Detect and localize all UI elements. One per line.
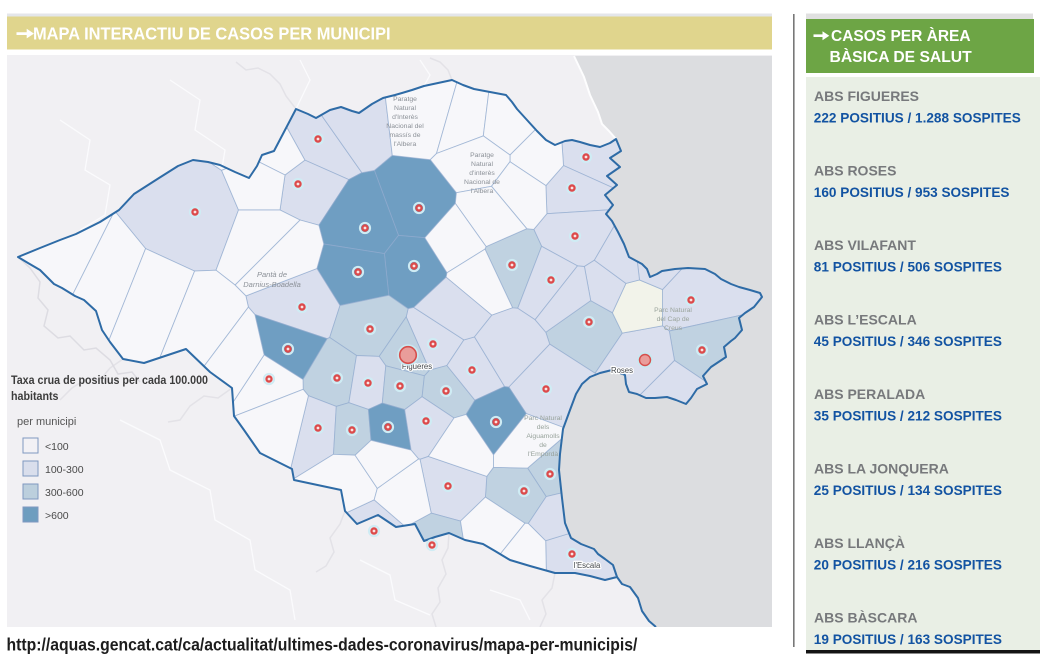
svg-text:d'Interès: d'Interès bbox=[392, 114, 418, 121]
svg-text:l'Albera: l'Albera bbox=[471, 188, 494, 195]
svg-text:Parc Natural: Parc Natural bbox=[654, 307, 692, 314]
svg-text:Pantà de: Pantà de bbox=[257, 270, 287, 279]
svg-text:<100: <100 bbox=[45, 441, 69, 453]
svg-text:ABS FIGUERES: ABS FIGUERES bbox=[814, 88, 919, 104]
svg-text:Nacional de: Nacional de bbox=[464, 179, 500, 186]
svg-text:ABS BÀSCARA: ABS BÀSCARA bbox=[814, 610, 917, 626]
svg-text:MAPA INTERACTIU DE CASOS PER M: MAPA INTERACTIU DE CASOS PER MUNICIPI bbox=[33, 23, 391, 44]
svg-text:Nacional del: Nacional del bbox=[386, 123, 424, 130]
svg-text:d'interès: d'interès bbox=[469, 170, 495, 177]
svg-text:ABS LA JONQUERA: ABS LA JONQUERA bbox=[814, 461, 949, 477]
svg-text:222 POSITIUS / 1.288 SOSPITES: 222 POSITIUS / 1.288 SOSPITES bbox=[814, 111, 1021, 126]
svg-text:Roses: Roses bbox=[611, 366, 633, 375]
svg-text:160 POSITIUS / 953 SOSPITES: 160 POSITIUS / 953 SOSPITES bbox=[814, 185, 1010, 200]
svg-text:l'Albera: l'Albera bbox=[394, 141, 417, 148]
svg-text:Paratge: Paratge bbox=[470, 152, 494, 159]
svg-text:>600: >600 bbox=[45, 510, 69, 522]
svg-text:CASOS PER ÀREA: CASOS PER ÀREA bbox=[831, 26, 971, 45]
svg-text:100-300: 100-300 bbox=[45, 464, 84, 476]
svg-text:l'Escala: l'Escala bbox=[574, 561, 601, 570]
svg-text:300-600: 300-600 bbox=[45, 487, 84, 499]
svg-text:l'Empordà: l'Empordà bbox=[528, 451, 559, 458]
svg-text:20 POSITIUS / 216 SOSPITES: 20 POSITIUS / 216 SOSPITES bbox=[814, 558, 1002, 573]
svg-text:ABS LLANÇÀ: ABS LLANÇÀ bbox=[814, 535, 905, 551]
svg-text:19 POSITIUS / 163 SOSPITES: 19 POSITIUS / 163 SOSPITES bbox=[814, 632, 1002, 647]
svg-text:81 POSITIUS / 506 SOSPITES: 81 POSITIUS / 506 SOSPITES bbox=[814, 260, 1002, 275]
svg-text:Taxa crua de positius per cada: Taxa crua de positius per cada 100.000 bbox=[11, 375, 208, 387]
svg-text:Paratge: Paratge bbox=[393, 96, 417, 103]
svg-text:del Cap de: del Cap de bbox=[657, 316, 690, 323]
svg-text:de: de bbox=[539, 442, 547, 449]
svg-text:Aiguamolls: Aiguamolls bbox=[526, 433, 560, 440]
svg-text:http://aquas.gencat.cat/ca/act: http://aquas.gencat.cat/ca/actualitat/ul… bbox=[7, 636, 638, 655]
svg-text:habitants: habitants bbox=[11, 391, 58, 403]
svg-text:35 POSITIUS / 212 SOSPITES: 35 POSITIUS / 212 SOSPITES bbox=[814, 409, 1002, 424]
svg-text:per municipi: per municipi bbox=[17, 416, 76, 428]
svg-text:Parc Natural: Parc Natural bbox=[524, 415, 562, 422]
svg-text:Natural: Natural bbox=[394, 105, 416, 112]
svg-text:45 POSITIUS / 346 SOSPITES: 45 POSITIUS / 346 SOSPITES bbox=[814, 334, 1002, 349]
svg-text:ABS PERALADA: ABS PERALADA bbox=[814, 386, 925, 402]
svg-text:Natural: Natural bbox=[471, 161, 493, 168]
svg-text:dels: dels bbox=[537, 424, 550, 431]
svg-text:Creus: Creus bbox=[664, 325, 683, 332]
svg-text:Darnius-Boadella: Darnius-Boadella bbox=[243, 280, 301, 289]
svg-text:25 POSITIUS / 134 SOSPITES: 25 POSITIUS / 134 SOSPITES bbox=[814, 483, 1002, 498]
svg-text:BÀSICA DE SALUT: BÀSICA DE SALUT bbox=[830, 47, 972, 66]
svg-text:ABS ROSES: ABS ROSES bbox=[814, 163, 896, 179]
svg-text:ABS VILAFANT: ABS VILAFANT bbox=[814, 237, 916, 253]
svg-text:massís de: massís de bbox=[390, 132, 421, 139]
svg-text:ABS L’ESCALA: ABS L’ESCALA bbox=[814, 312, 917, 328]
svg-text:Figueres: Figueres bbox=[402, 362, 432, 371]
